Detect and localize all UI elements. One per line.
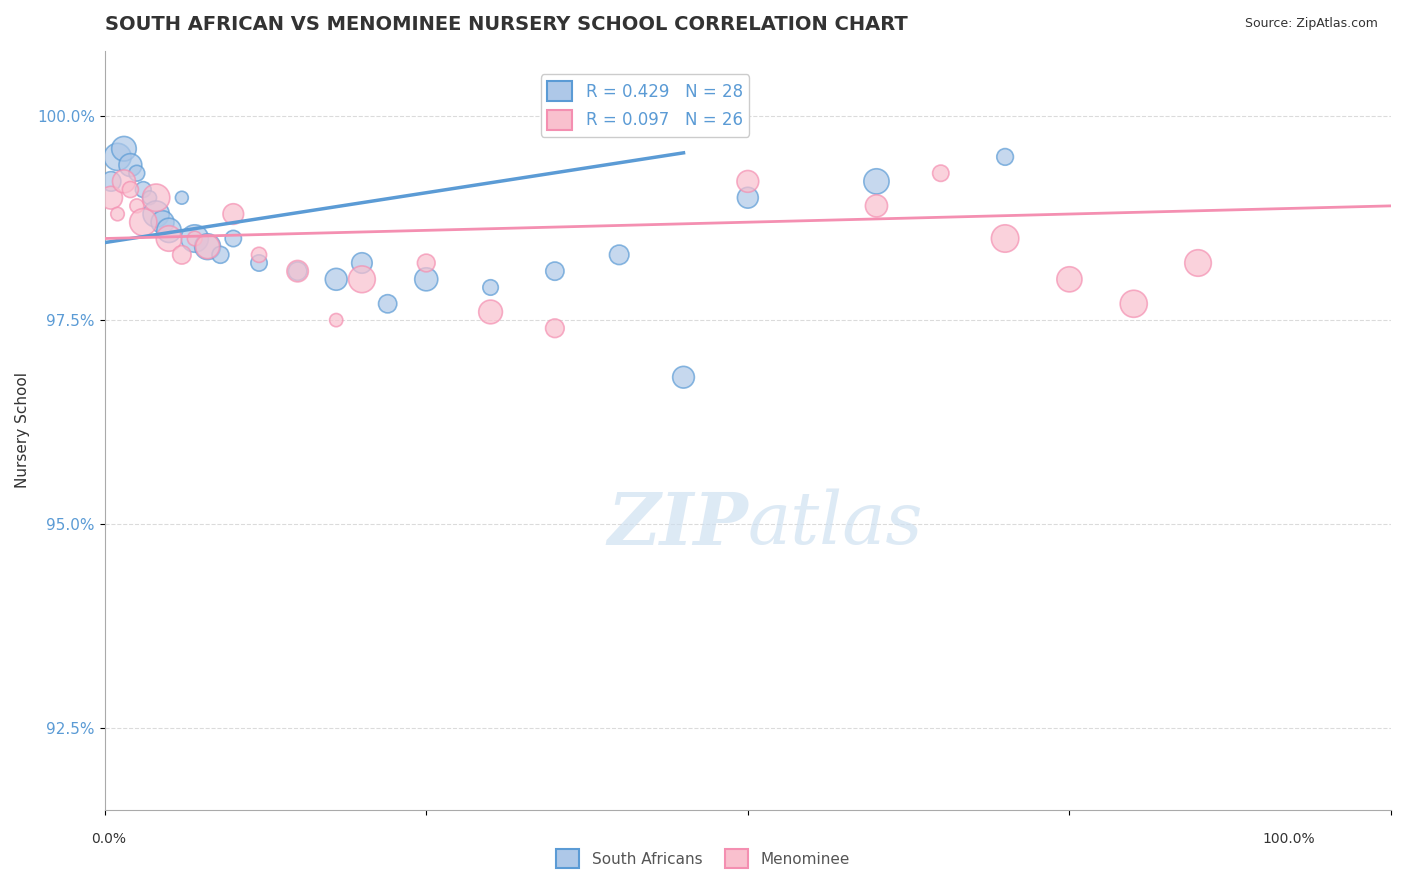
Point — [350, 256, 373, 270]
Point — [672, 370, 695, 384]
Point — [145, 207, 167, 221]
Point — [994, 231, 1017, 245]
Point — [222, 207, 245, 221]
Point — [325, 272, 347, 286]
Point — [157, 231, 180, 245]
Text: 100.0%: 100.0% — [1263, 832, 1315, 846]
Point — [325, 313, 347, 327]
Point — [415, 272, 437, 286]
Point — [170, 248, 193, 262]
Point — [157, 223, 180, 237]
Point — [479, 280, 502, 294]
Point — [107, 207, 129, 221]
Point — [197, 240, 219, 254]
Point — [125, 166, 148, 180]
Point — [183, 231, 205, 245]
Point — [544, 264, 567, 278]
Point — [112, 142, 135, 156]
Point — [183, 231, 205, 245]
Point — [737, 191, 759, 205]
Text: ZIP: ZIP — [607, 489, 748, 559]
Text: SOUTH AFRICAN VS MENOMINEE NURSERY SCHOOL CORRELATION CHART: SOUTH AFRICAN VS MENOMINEE NURSERY SCHOO… — [104, 15, 907, 34]
Point — [415, 256, 437, 270]
Point — [100, 191, 122, 205]
Point — [1187, 256, 1209, 270]
Point — [170, 191, 193, 205]
Point — [152, 215, 174, 229]
Text: atlas: atlas — [748, 489, 924, 559]
Point — [544, 321, 567, 335]
Point — [247, 248, 270, 262]
Point — [865, 174, 887, 188]
Point — [607, 248, 630, 262]
Text: Source: ZipAtlas.com: Source: ZipAtlas.com — [1244, 17, 1378, 29]
Point — [287, 264, 309, 278]
Point — [350, 272, 373, 286]
Legend: R = 0.429   N = 28, R = 0.097   N = 26: R = 0.429 N = 28, R = 0.097 N = 26 — [540, 74, 749, 136]
Point — [112, 174, 135, 188]
Point — [100, 174, 122, 188]
Point — [1122, 297, 1144, 311]
Point — [138, 191, 160, 205]
Point — [120, 158, 142, 172]
Point — [125, 199, 148, 213]
Point — [145, 191, 167, 205]
Point — [377, 297, 399, 311]
Point — [209, 248, 232, 262]
Text: 0.0%: 0.0% — [91, 832, 127, 846]
Point — [107, 150, 129, 164]
Point — [222, 231, 245, 245]
Point — [132, 183, 155, 197]
Point — [994, 150, 1017, 164]
Point — [865, 199, 887, 213]
Point — [132, 215, 155, 229]
Point — [737, 174, 759, 188]
Point — [479, 305, 502, 319]
Point — [929, 166, 952, 180]
Point — [287, 264, 309, 278]
Point — [247, 256, 270, 270]
Legend: South Africans, Menominee: South Africans, Menominee — [550, 843, 856, 874]
Y-axis label: Nursery School: Nursery School — [15, 372, 30, 488]
Point — [120, 183, 142, 197]
Point — [197, 240, 219, 254]
Point — [1059, 272, 1081, 286]
